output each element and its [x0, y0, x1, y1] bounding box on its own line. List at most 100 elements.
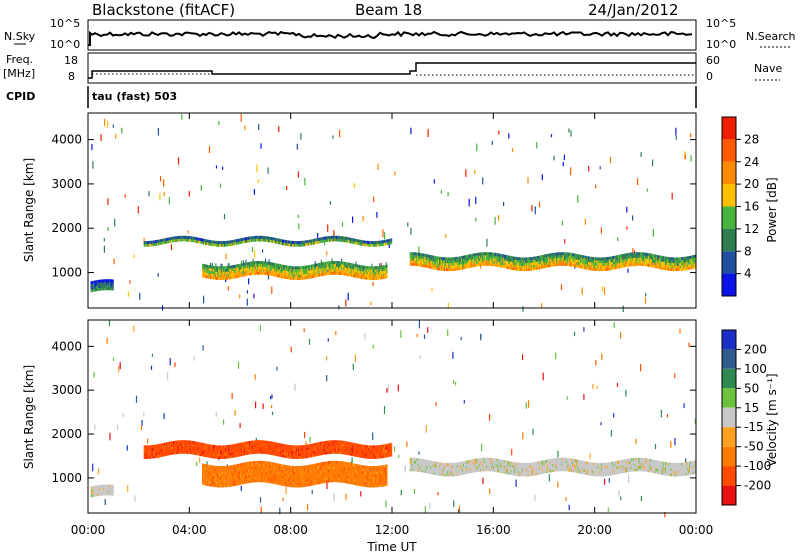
echo-cell	[201, 241, 203, 244]
noise-speckle	[419, 354, 421, 360]
echo-cell	[267, 446, 269, 450]
echo-cell	[605, 262, 607, 266]
echo-cell	[325, 264, 327, 268]
noise-speckle	[104, 498, 106, 506]
echo-cell	[342, 446, 344, 449]
echo-cell	[244, 444, 246, 448]
echo-cell	[149, 453, 151, 457]
echo-cell	[265, 266, 267, 270]
echo-cell	[410, 254, 412, 258]
echo-cell	[92, 280, 94, 284]
echo-cell	[294, 274, 296, 278]
echo-cell	[303, 455, 305, 459]
echo-cell	[439, 256, 441, 260]
echo-cell	[656, 257, 658, 261]
echo-cell	[168, 452, 170, 456]
noise-speckle	[100, 134, 102, 142]
echo-cell	[280, 241, 282, 245]
echo-cell	[434, 258, 436, 262]
echo-cell	[626, 253, 628, 257]
echo-cell	[356, 448, 358, 452]
echo-cell	[157, 239, 159, 243]
echo-cell	[347, 273, 349, 277]
echo-cell	[539, 260, 541, 264]
echo-cell	[595, 265, 597, 269]
echo-cell	[628, 252, 630, 256]
echo-cell	[202, 263, 204, 267]
echo-cell	[250, 239, 252, 242]
echo-cell	[335, 261, 337, 264]
echo-cell	[346, 262, 348, 266]
echo-cell	[337, 445, 339, 449]
echo-cell	[276, 450, 278, 454]
echo-cell	[224, 453, 226, 457]
echo-cell	[470, 259, 472, 263]
echo-cell	[251, 445, 253, 449]
echo-cell	[146, 450, 148, 454]
echo-cell	[331, 442, 333, 446]
echo-cell	[181, 440, 183, 444]
echo-cell	[235, 454, 237, 458]
echo-cell	[370, 266, 372, 270]
echo-cell	[150, 453, 152, 456]
echo-cell	[513, 259, 515, 263]
echo-cell	[620, 254, 622, 258]
echo-cell	[509, 263, 511, 267]
echo-cell	[200, 450, 202, 454]
echo-cell	[566, 257, 568, 261]
echo-cell	[549, 261, 551, 265]
echo-cell	[219, 274, 221, 278]
echo-cell	[312, 239, 314, 243]
echo-cell	[151, 445, 153, 448]
echo-cell	[261, 445, 263, 449]
echo-cell	[627, 261, 629, 265]
echo-cell	[491, 255, 493, 259]
echo-cell	[632, 260, 634, 264]
echo-cell	[652, 262, 654, 265]
echo-cell	[353, 453, 355, 457]
echo-cell	[150, 243, 152, 247]
echo-cell	[196, 237, 198, 241]
echo-cell	[274, 265, 276, 269]
echo-cell	[511, 258, 513, 262]
echo-cell	[362, 270, 364, 274]
echo-cell	[337, 238, 339, 242]
noise-speckle	[244, 125, 246, 131]
echo-cell	[313, 448, 315, 452]
echo-cell	[517, 267, 519, 271]
echo-cell	[272, 262, 274, 266]
echo-cell	[374, 271, 376, 275]
echo-cell	[163, 445, 165, 449]
echo-cell	[177, 445, 179, 449]
echo-cell	[186, 442, 188, 446]
echo-cell	[379, 240, 381, 244]
echo-cell	[165, 452, 167, 456]
echo-cell	[551, 261, 553, 264]
echo-cell	[232, 239, 234, 243]
echo-cell	[348, 237, 350, 241]
echo-cell	[263, 266, 265, 270]
echo-cell	[657, 262, 659, 266]
echo-cell	[503, 259, 505, 263]
echo-cell	[291, 266, 293, 270]
echo-cell	[627, 255, 629, 259]
echo-cell	[470, 261, 472, 265]
echo-cell	[164, 241, 166, 244]
echo-cell	[425, 256, 427, 260]
echo-cell	[694, 254, 696, 258]
echo-cell	[273, 270, 275, 274]
echo-cell	[611, 258, 613, 262]
echo-cell	[202, 445, 204, 449]
noise-speckle	[290, 346, 292, 353]
echo-cell	[242, 268, 244, 272]
noise-speckle	[455, 381, 457, 386]
echo-cell	[200, 445, 202, 449]
echo-cell	[603, 257, 605, 261]
echo-cell	[521, 257, 523, 261]
echo-cell	[99, 279, 101, 283]
noise-speckle	[317, 233, 319, 238]
echo-cell	[111, 287, 113, 291]
echo-cell	[586, 258, 588, 262]
echo-cell	[492, 257, 494, 261]
echo-cell	[385, 270, 387, 274]
